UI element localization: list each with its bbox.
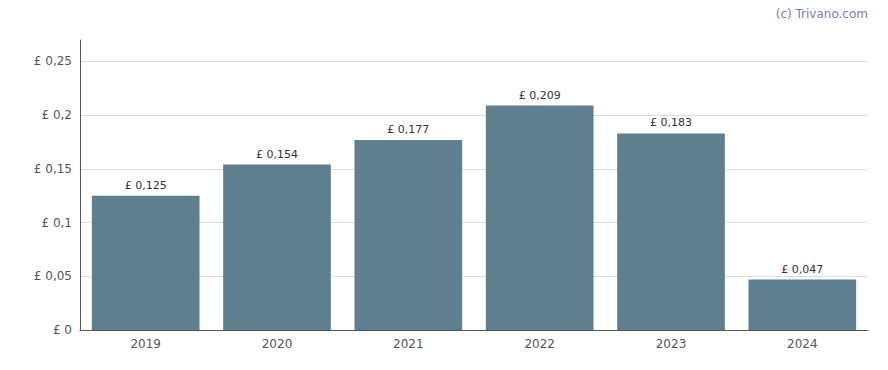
svg-text:£ 0,047: £ 0,047 (781, 263, 823, 276)
svg-text:2024: 2024 (787, 337, 818, 351)
svg-text:£ 0: £ 0 (53, 323, 72, 337)
svg-text:2020: 2020 (262, 337, 293, 351)
svg-text:2022: 2022 (524, 337, 555, 351)
svg-text:£ 0,209: £ 0,209 (519, 89, 561, 102)
svg-text:£ 0,15: £ 0,15 (34, 162, 72, 176)
svg-text:£ 0,2: £ 0,2 (41, 108, 72, 122)
svg-text:2023: 2023 (656, 337, 687, 351)
svg-text:2021: 2021 (393, 337, 424, 351)
svg-text:2019: 2019 (130, 337, 161, 351)
svg-text:£ 0,05: £ 0,05 (34, 269, 72, 283)
svg-text:£ 0,183: £ 0,183 (650, 116, 692, 129)
svg-text:£ 0,25: £ 0,25 (34, 54, 72, 68)
svg-text:(c) Trivano.com: (c) Trivano.com (776, 7, 868, 21)
svg-text:£ 0,177: £ 0,177 (387, 123, 429, 136)
svg-text:£ 0,154: £ 0,154 (256, 148, 298, 161)
svg-text:£ 0,1: £ 0,1 (41, 216, 72, 230)
svg-text:£ 0,125: £ 0,125 (125, 179, 167, 192)
